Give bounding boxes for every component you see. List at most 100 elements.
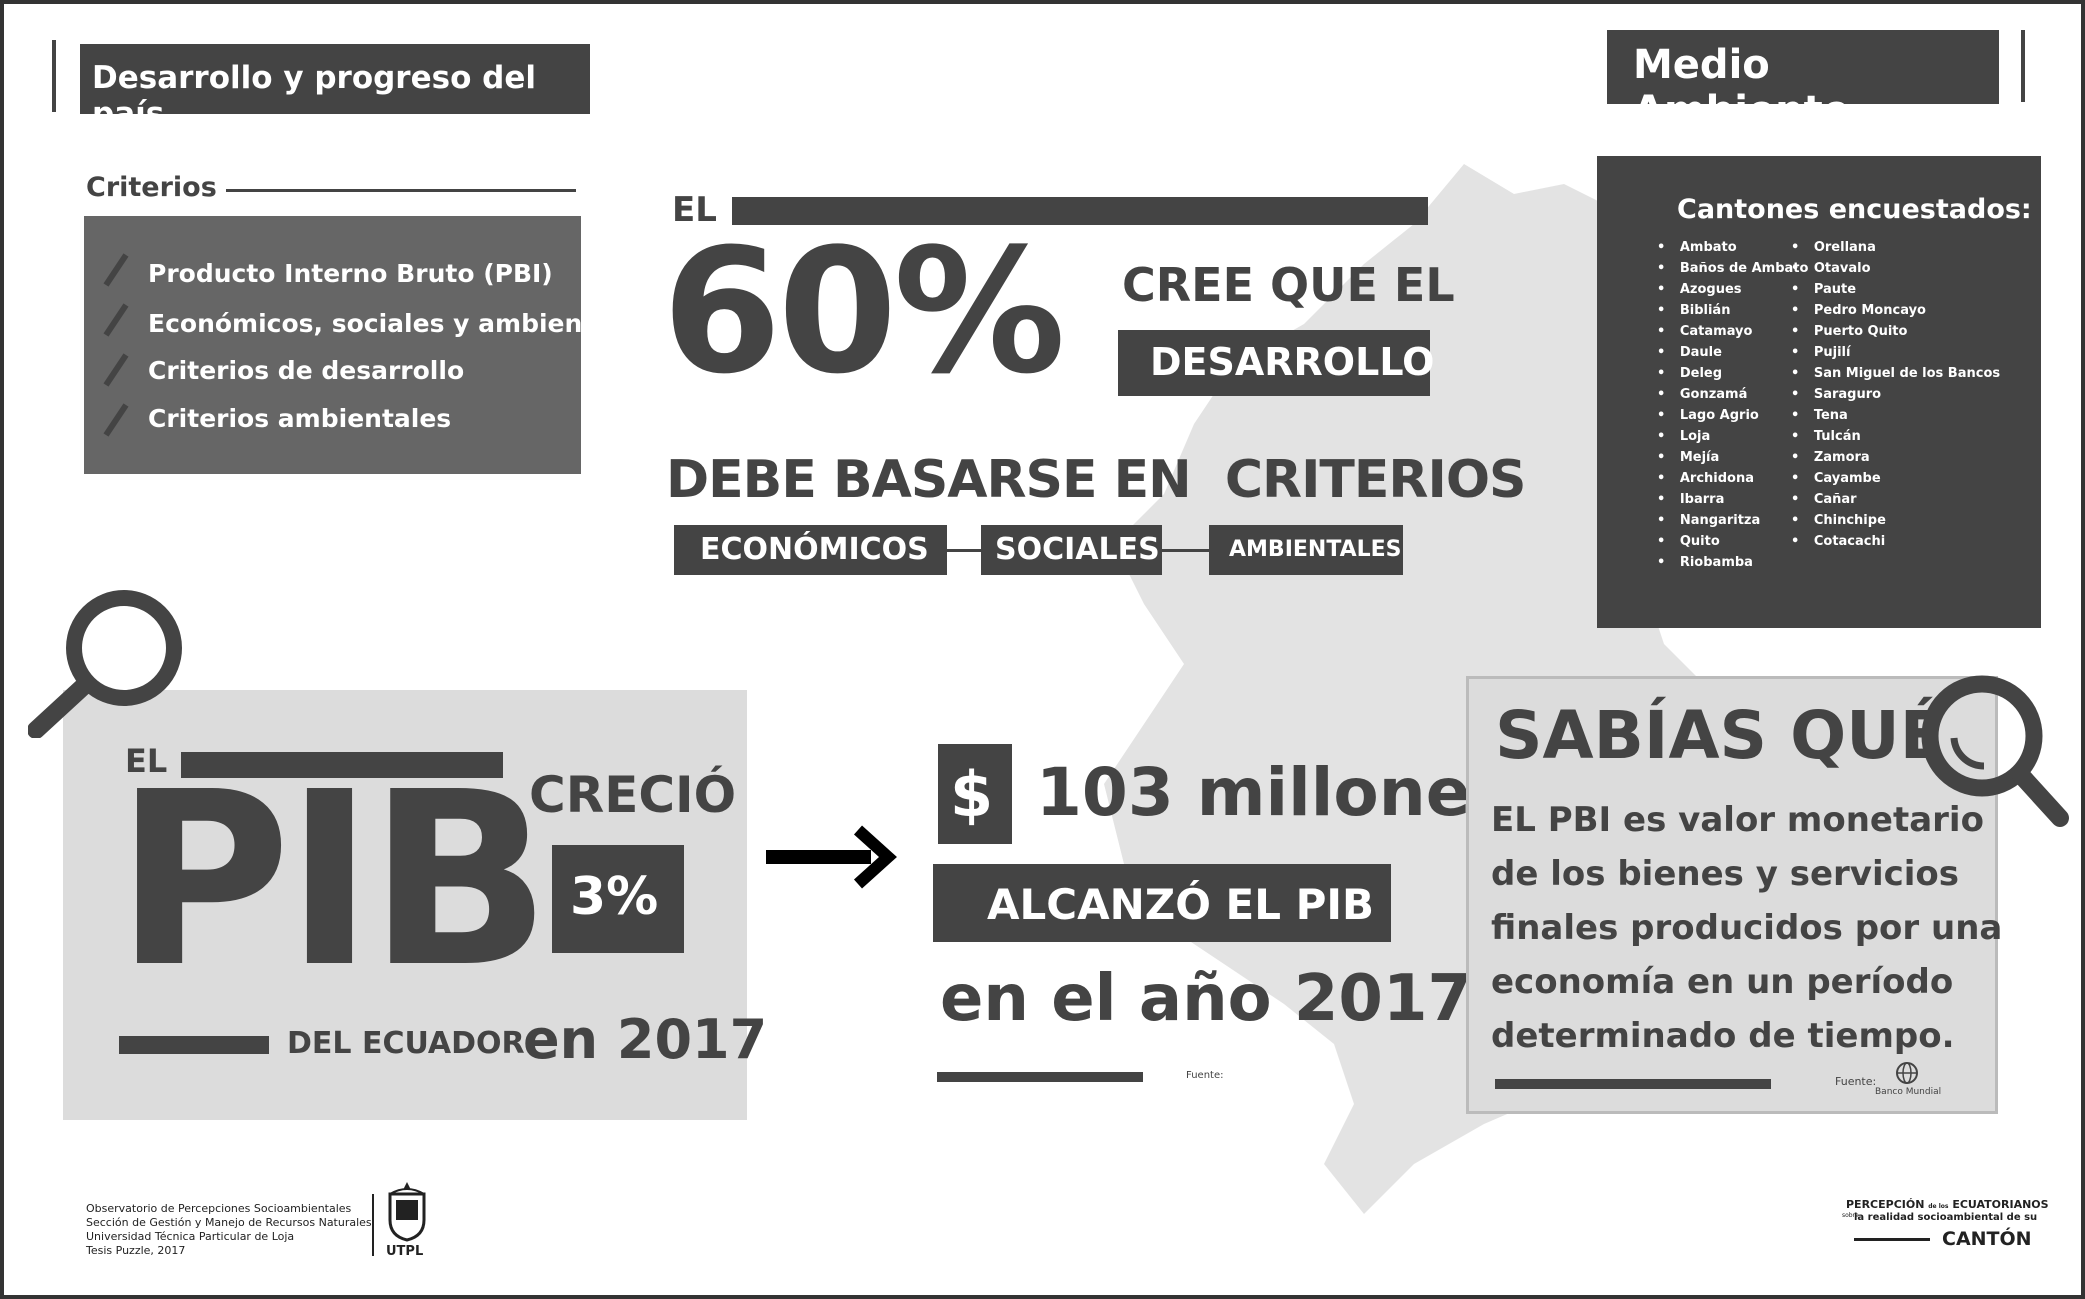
- canton-item: • Archidona: [1657, 471, 1754, 486]
- utpl-crest-icon: [388, 1182, 426, 1242]
- pib-crecio: CRECIÓ: [529, 766, 737, 824]
- sabias-line: economía en un período: [1491, 962, 1954, 1002]
- tag-connector: [947, 549, 981, 552]
- slash-icon: [103, 253, 129, 287]
- brand-mid: la realidad socioambiental de su: [1854, 1212, 2038, 1223]
- brand-logo: PERCEPCIÓN de los ECUATORIANOS sobre la …: [1842, 1198, 2049, 1258]
- footer-divider: [372, 1194, 374, 1256]
- canton-item: • Loja: [1657, 429, 1711, 444]
- tag-sociales: SOCIALES: [981, 525, 1162, 575]
- globe-icon: [1896, 1062, 1918, 1084]
- canton-item: • Cañar: [1791, 492, 1857, 507]
- tag-ambientales: AMBIENTALES: [1209, 525, 1403, 575]
- canton-item: • Mejía: [1657, 450, 1720, 465]
- canton-item: • Puerto Quito: [1791, 324, 1908, 339]
- magnifier-icon: [1921, 675, 2069, 827]
- middle-alcanzo: ALCANZÓ EL PIB: [987, 880, 1375, 929]
- footer-line: Universidad Técnica Particular de Loja: [86, 1230, 295, 1243]
- arrow-right-icon: [766, 825, 897, 889]
- header-left-rule: [52, 40, 56, 112]
- slash-icon: [103, 303, 129, 337]
- sabias-text: EL PBI es valor monetario de los bienes …: [1491, 793, 2002, 1063]
- canton-item: • Orellana: [1791, 240, 1876, 255]
- criterios-item-label: Económicos, sociales y ambientales: [148, 309, 652, 338]
- pib-el: EL: [125, 742, 168, 780]
- brand-rule: [1854, 1238, 1930, 1241]
- canton-item: • Tulcán: [1791, 429, 1861, 444]
- footer-line: Tesis Puzzle, 2017: [86, 1244, 186, 1257]
- pib-bottom-bar: [119, 1036, 269, 1054]
- pib-year: en 2017: [523, 1008, 768, 1071]
- canton-item: • Cayambe: [1791, 471, 1881, 486]
- sabias-line: determinado de tiempo.: [1491, 1016, 1955, 1056]
- sabias-source-name: Banco Mundial: [1875, 1087, 1942, 1097]
- pib-percent-box: 3%: [552, 845, 684, 953]
- tag-label: SOCIALES: [995, 532, 1160, 567]
- alcanzo-box: ALCANZÓ EL PIB: [933, 864, 1391, 942]
- canton-item: • San Miguel de los Bancos: [1791, 366, 2001, 381]
- brand-side: sobre: [1842, 1212, 1859, 1219]
- middle-amount: 103 millones: [1036, 754, 1510, 831]
- slash-icon: [103, 353, 129, 387]
- stat60-debe: DEBE BASARSE EN CRITERIOS: [666, 450, 1526, 510]
- canton-item: • Baños de Ambato: [1657, 261, 1809, 276]
- footer-line: Observatorio de Percepciones Socioambien…: [86, 1202, 352, 1215]
- canton-item: • Lago Agrio: [1657, 408, 1759, 423]
- canton-item: • Ibarra: [1657, 492, 1725, 507]
- canton-item: • Ambato: [1657, 240, 1737, 255]
- canton-item: • Tena: [1791, 408, 1848, 423]
- canton-item: • Daule: [1657, 345, 1722, 360]
- pib-top-bar: [181, 752, 503, 778]
- sabias-title: SABÍAS QUÉ: [1495, 697, 1945, 774]
- canton-item: • Saraguro: [1791, 387, 1882, 402]
- sabias-line: de los bienes y servicios: [1491, 854, 1959, 894]
- stat60-percent: 60%: [662, 211, 1066, 412]
- slash-icon: [103, 403, 129, 437]
- pib-title: PIB: [115, 740, 551, 1020]
- canton-item: • Biblián: [1657, 303, 1731, 318]
- criterios-box: Producto Interno Bruto (PBI) Económicos,…: [84, 216, 652, 474]
- tag-economicos: ECONÓMICOS: [674, 525, 947, 575]
- utpl-label: UTPL: [386, 1244, 424, 1259]
- header-left-title: Desarrollo y progreso del país: [92, 60, 537, 132]
- header-left: Desarrollo y progreso del país: [80, 44, 590, 132]
- brand-bottom: CANTÓN: [1942, 1228, 2032, 1250]
- footer-credits: Observatorio de Percepciones Socioambien…: [86, 1202, 372, 1258]
- stat60-el: EL: [672, 190, 717, 230]
- stat60-desarrollo-box: DESARROLLO: [1118, 330, 1434, 396]
- canton-item: • Gonzamá: [1657, 387, 1748, 402]
- cantones-title: Cantones encuestados:: [1677, 194, 2032, 225]
- stat60-desarrollo: DESARROLLO: [1150, 340, 1435, 384]
- criterios-heading: Criterios: [86, 172, 217, 203]
- cantones-col2: • Orellana • Otavalo • Paute • Pedro Mon…: [1791, 240, 2000, 555]
- brand-top: PERCEPCIÓN de los ECUATORIANOS: [1846, 1198, 2049, 1211]
- tag-label: ECONÓMICOS: [700, 532, 929, 567]
- criterios-rule: [226, 189, 576, 192]
- sabias-source-bar: [1495, 1079, 1771, 1089]
- pib-del-ecuador: DEL ECUADOR: [287, 1026, 525, 1061]
- stat60-cree: CREE QUE EL: [1122, 258, 1455, 312]
- stat60-bar: [732, 197, 1428, 225]
- canton-item: • Deleg: [1657, 366, 1723, 381]
- middle-fuente: Fuente:: [1186, 1070, 1224, 1081]
- criterios-item-label: Criterios ambientales: [148, 404, 452, 433]
- sabias-fuente: Fuente:: [1835, 1075, 1877, 1088]
- pib-percent: 3%: [570, 867, 659, 927]
- cantones-col1: • Ambato • Baños de Ambato • Azogues • B…: [1657, 240, 1808, 576]
- header-right-rule: [2021, 30, 2025, 102]
- dollar-sign: $: [950, 758, 994, 831]
- canton-item: • Nangaritza: [1657, 513, 1761, 528]
- dollar-box: $: [938, 744, 1012, 844]
- canton-item: • Zamora: [1791, 450, 1870, 465]
- header-right: Medio Ambiente: [1607, 30, 1999, 134]
- middle-year: en el año 2017: [940, 962, 1472, 1036]
- pib-box: EL PIB CRECIÓ 3% DEL ECUADOR en 2017: [63, 690, 767, 1120]
- canton-item: • Quito: [1657, 534, 1720, 549]
- cantones-panel: Cantones encuestados: • Ambato • Baños d…: [1621, 180, 2032, 604]
- canton-item: • Catamayo: [1657, 324, 1753, 339]
- canton-item: • Azogues: [1657, 282, 1742, 297]
- magnifier-icon: [28, 590, 182, 738]
- canton-item: • Pedro Moncayo: [1791, 303, 1926, 318]
- canton-item: • Pujilí: [1791, 345, 1851, 360]
- criterios-item-label: Producto Interno Bruto (PBI): [148, 259, 553, 288]
